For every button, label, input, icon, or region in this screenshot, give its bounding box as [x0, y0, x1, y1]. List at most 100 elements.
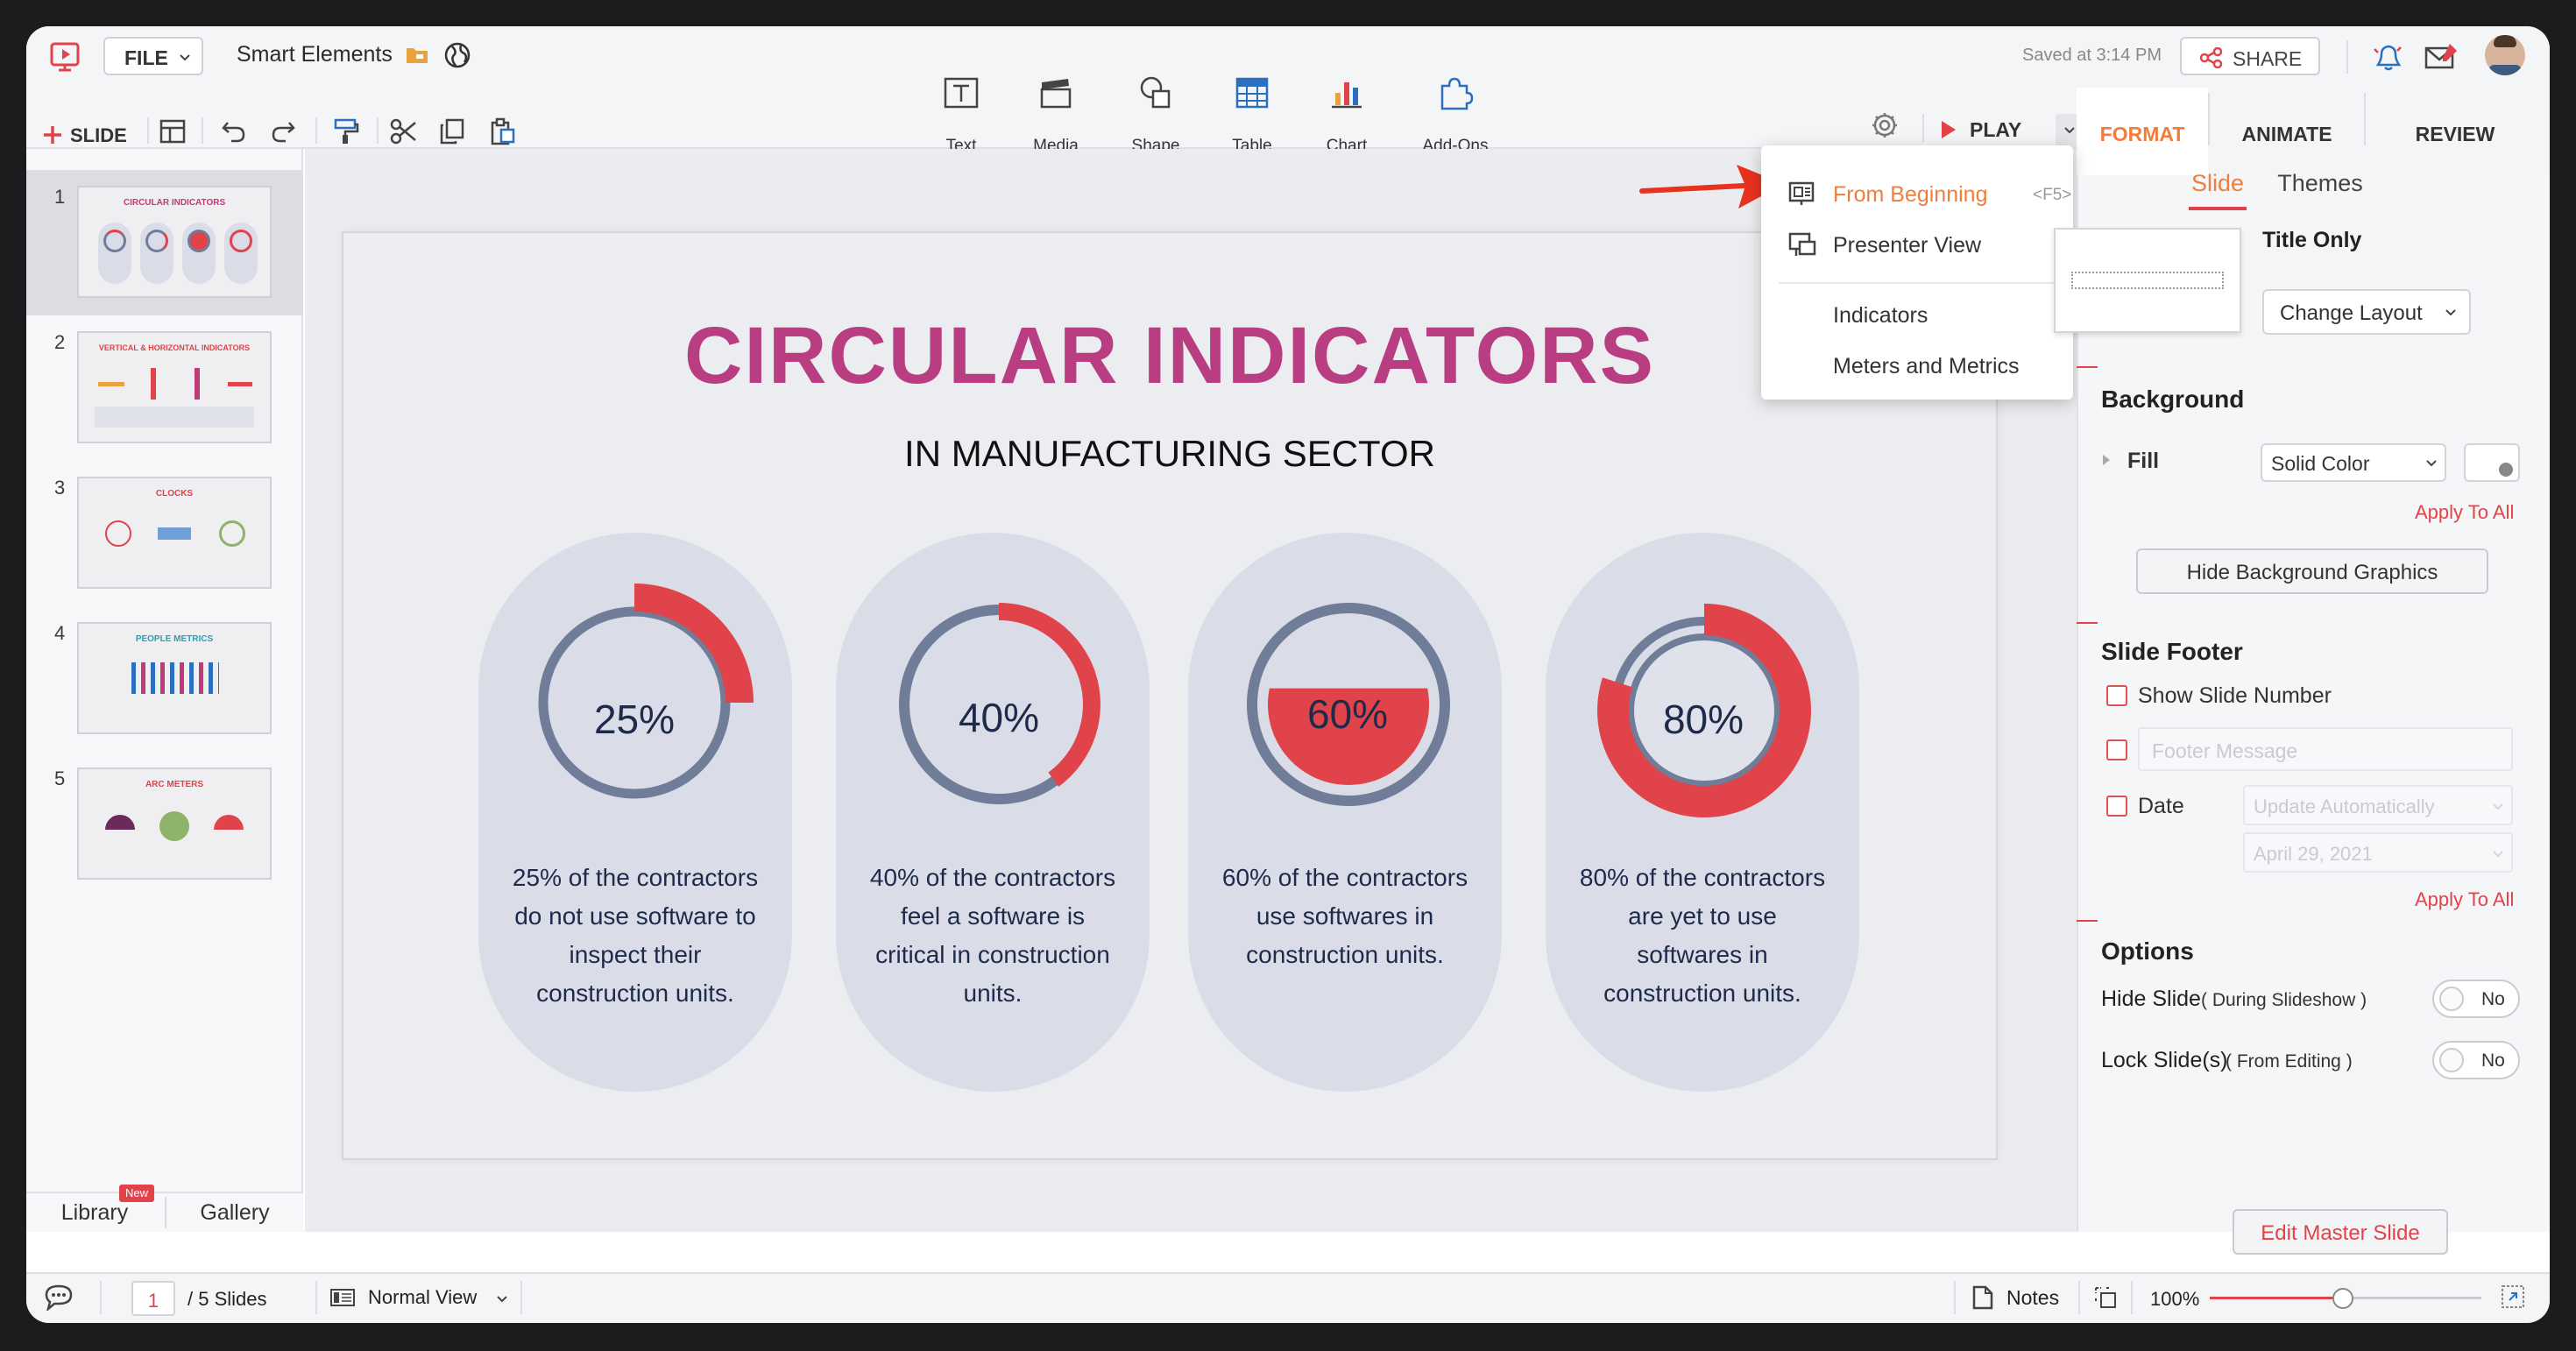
- toggle-state: No: [2481, 989, 2505, 1009]
- menu-item-indicators[interactable]: Indicators: [1761, 291, 2073, 338]
- slide-thumbnail-4[interactable]: PEOPLE METRICS: [77, 622, 272, 734]
- insert-media-button[interactable]: Media: [1009, 75, 1102, 159]
- undo-icon[interactable]: [221, 119, 247, 144]
- copy-icon[interactable]: [438, 117, 466, 145]
- divider: [100, 1281, 102, 1314]
- tab-format[interactable]: FORMAT: [2077, 88, 2208, 175]
- fit-to-window-icon[interactable]: [2092, 1284, 2120, 1312]
- indicator-value: 80%: [1662, 697, 1744, 742]
- app-window: FILE Smart Elements Saved at 3:14 PM SHA…: [26, 26, 2550, 1323]
- current-page-input[interactable]: 1: [131, 1281, 175, 1316]
- color-dropdown-icon: [2499, 463, 2513, 477]
- footer-message-checkbox[interactable]: [2106, 739, 2127, 760]
- paste-icon[interactable]: [489, 117, 517, 145]
- slide-number: 1: [54, 186, 66, 208]
- feedback-mail-icon[interactable]: [2424, 40, 2459, 74]
- settings-gear-icon[interactable]: [1870, 110, 1900, 140]
- tab-review[interactable]: REVIEW: [2367, 88, 2543, 175]
- view-mode-select[interactable]: Normal View: [324, 1279, 517, 1316]
- share-button[interactable]: SHARE: [2180, 37, 2320, 75]
- layout-placeholder: [2071, 272, 2224, 289]
- slide-thumbnail-5[interactable]: ARC METERS: [77, 767, 272, 880]
- thumb-title: VERTICAL & HORIZONTAL INDICATORS: [98, 343, 251, 352]
- zoom-slider-thumb[interactable]: [2332, 1288, 2353, 1309]
- description-line: inspect their: [569, 941, 702, 968]
- subtab-themes[interactable]: Themes: [2259, 161, 2381, 214]
- slide-thumbnail-2[interactable]: VERTICAL & HORIZONTAL INDICATORS: [77, 331, 272, 443]
- date-value-select[interactable]: April 29, 2021: [2243, 832, 2513, 873]
- thumb-title: CLOCKS: [155, 489, 194, 499]
- indicator-value: 25%: [593, 697, 676, 742]
- indicator-description: 40% of the contractors feel a software is…: [836, 859, 1150, 1013]
- subtab-themes-label: Themes: [2277, 170, 2363, 196]
- document-title[interactable]: Smart Elements: [237, 42, 393, 67]
- change-layout-button[interactable]: Change Layout: [2262, 289, 2471, 335]
- indicator-card[interactable]: [836, 533, 1150, 1092]
- layout-icon[interactable]: [159, 119, 186, 144]
- menu-item-from-beginning[interactable]: From Beginning <F5>: [1761, 170, 2073, 217]
- fill-color-picker[interactable]: [2464, 443, 2520, 482]
- chat-icon[interactable]: [44, 1283, 74, 1311]
- slide-thumbnail-3[interactable]: CLOCKS: [77, 477, 272, 589]
- library-tab[interactable]: Library: [26, 1193, 163, 1232]
- tab-format-label: FORMAT: [2099, 123, 2185, 145]
- slide-footer-heading: Slide Footer: [2101, 638, 2243, 665]
- footer-message-input[interactable]: Footer Message: [2138, 727, 2513, 771]
- apply-to-all-link[interactable]: Apply To All: [2415, 888, 2515, 910]
- expand-caret-icon[interactable]: [2101, 454, 2112, 466]
- toolbar-divider: [26, 147, 2550, 149]
- slide-title[interactable]: CIRCULAR INDICATORS: [684, 311, 1655, 400]
- apply-to-all-link[interactable]: Apply To All: [2415, 501, 2515, 523]
- indicator-card[interactable]: [1188, 533, 1502, 1092]
- globe-icon[interactable]: [443, 41, 471, 69]
- format-painter-icon[interactable]: [333, 117, 359, 145]
- folder-icon[interactable]: [405, 44, 429, 65]
- menu-item-meters-and-metrics[interactable]: Meters and Metrics: [1761, 342, 2073, 389]
- fill-type-select[interactable]: Solid Color: [2261, 443, 2446, 482]
- date-value: April 29, 2021: [2254, 843, 2373, 865]
- file-menu-button[interactable]: FILE: [103, 37, 203, 75]
- divider: [2346, 40, 2348, 74]
- tab-animate[interactable]: ANIMATE: [2213, 88, 2360, 175]
- lock-slide-toggle[interactable]: No: [2432, 1041, 2520, 1079]
- date-checkbox[interactable]: [2106, 796, 2127, 817]
- insert-text-button[interactable]: Text: [915, 75, 1008, 159]
- slide-subtitle[interactable]: IN MANUFACTURING SECTOR: [904, 433, 1435, 474]
- slide-number: 5: [54, 767, 66, 789]
- divider: [2078, 1281, 2080, 1314]
- divider: [147, 117, 149, 144]
- zoom-level: 100%: [2150, 1288, 2200, 1310]
- indicator-description: 25% of the contractors do not use softwar…: [478, 859, 792, 1013]
- date-mode-select[interactable]: Update Automatically: [2243, 785, 2513, 825]
- add-slide-button[interactable]: SLIDE: [42, 119, 138, 154]
- indicator-ring-60: [1247, 603, 1450, 806]
- description-line: 25% of the contractors: [512, 864, 759, 891]
- insert-shape-button[interactable]: Shape: [1109, 75, 1202, 159]
- play-button[interactable]: PLAY: [1936, 112, 2050, 147]
- redo-icon[interactable]: [270, 119, 296, 144]
- hide-background-graphics-button[interactable]: Hide Background Graphics: [2136, 548, 2488, 594]
- cut-icon[interactable]: [389, 117, 417, 145]
- status-bar: [26, 1272, 2550, 1323]
- insert-chart-button[interactable]: Chart: [1300, 75, 1393, 159]
- slide-number: 4: [54, 622, 66, 644]
- insert-addons-button[interactable]: Add-Ons: [1409, 75, 1502, 159]
- notification-bell-icon[interactable]: [2371, 40, 2404, 74]
- insert-table-button[interactable]: Table: [1206, 75, 1299, 159]
- layout-preview[interactable]: [2054, 228, 2241, 333]
- user-avatar[interactable]: [2485, 35, 2525, 75]
- gallery-tab[interactable]: Gallery: [166, 1193, 303, 1232]
- indicator-card[interactable]: [478, 533, 792, 1092]
- menu-item-presenter-view[interactable]: Presenter View: [1761, 221, 2073, 268]
- date-label: Date: [2138, 794, 2184, 818]
- show-slide-number-checkbox[interactable]: [2106, 685, 2127, 706]
- fullscreen-icon[interactable]: [2499, 1283, 2527, 1311]
- slide-thumbnail-1[interactable]: CIRCULAR INDICATORS: [77, 186, 272, 298]
- notes-toggle[interactable]: Notes: [1968, 1279, 2082, 1316]
- subtab-slide[interactable]: Slide: [2178, 161, 2257, 214]
- table-icon: [1235, 77, 1269, 109]
- indicator-value: 60%: [1306, 691, 1389, 737]
- hide-slide-toggle[interactable]: No: [2432, 980, 2520, 1018]
- show-app-icon[interactable]: [49, 40, 82, 72]
- edit-master-slide-button[interactable]: Edit Master Slide: [2233, 1209, 2448, 1255]
